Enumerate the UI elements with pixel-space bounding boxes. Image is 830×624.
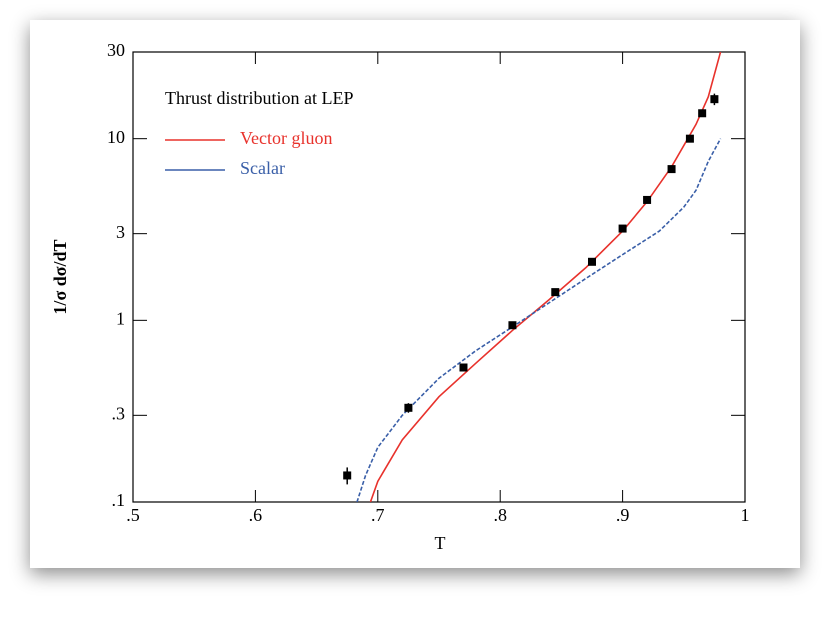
- x-tick-label: .9: [616, 505, 630, 525]
- y-tick-label: 30: [107, 40, 125, 60]
- x-tick-label: 1: [741, 505, 750, 525]
- data-point: [667, 165, 676, 174]
- x-axis-label: T: [435, 533, 446, 553]
- x-tick-label: .6: [249, 505, 263, 525]
- legend-label: Vector gluon: [240, 128, 332, 148]
- y-tick-label: 10: [107, 127, 125, 147]
- y-tick-label: 1: [116, 308, 125, 328]
- x-tick-label: .5: [126, 505, 140, 525]
- data-point: [588, 257, 596, 266]
- legend-label: Scalar: [240, 158, 285, 178]
- y-axis-label: 1/σ dσ/dT: [50, 239, 70, 314]
- y-tick-label: .3: [112, 403, 126, 423]
- data-point: [404, 403, 413, 412]
- data-point: [698, 109, 707, 118]
- data-point: [710, 95, 719, 104]
- data-point: [551, 288, 560, 297]
- x-tick-label: .7: [371, 505, 385, 525]
- x-tick-label: .8: [493, 505, 507, 525]
- data-point: [643, 195, 652, 204]
- y-tick-label: 3: [116, 222, 125, 242]
- plot-frame: [132, 51, 746, 503]
- frame: [30, 20, 800, 568]
- data-point: [618, 224, 627, 233]
- data-point: [685, 134, 694, 143]
- data-point: [343, 471, 352, 480]
- y-tick-label: .1: [112, 490, 126, 510]
- line: [356, 138, 722, 502]
- chart-title: Thrust distribution at LEP: [165, 88, 354, 108]
- data-point: [508, 321, 517, 330]
- line: [369, 52, 722, 502]
- data-point: [459, 363, 468, 372]
